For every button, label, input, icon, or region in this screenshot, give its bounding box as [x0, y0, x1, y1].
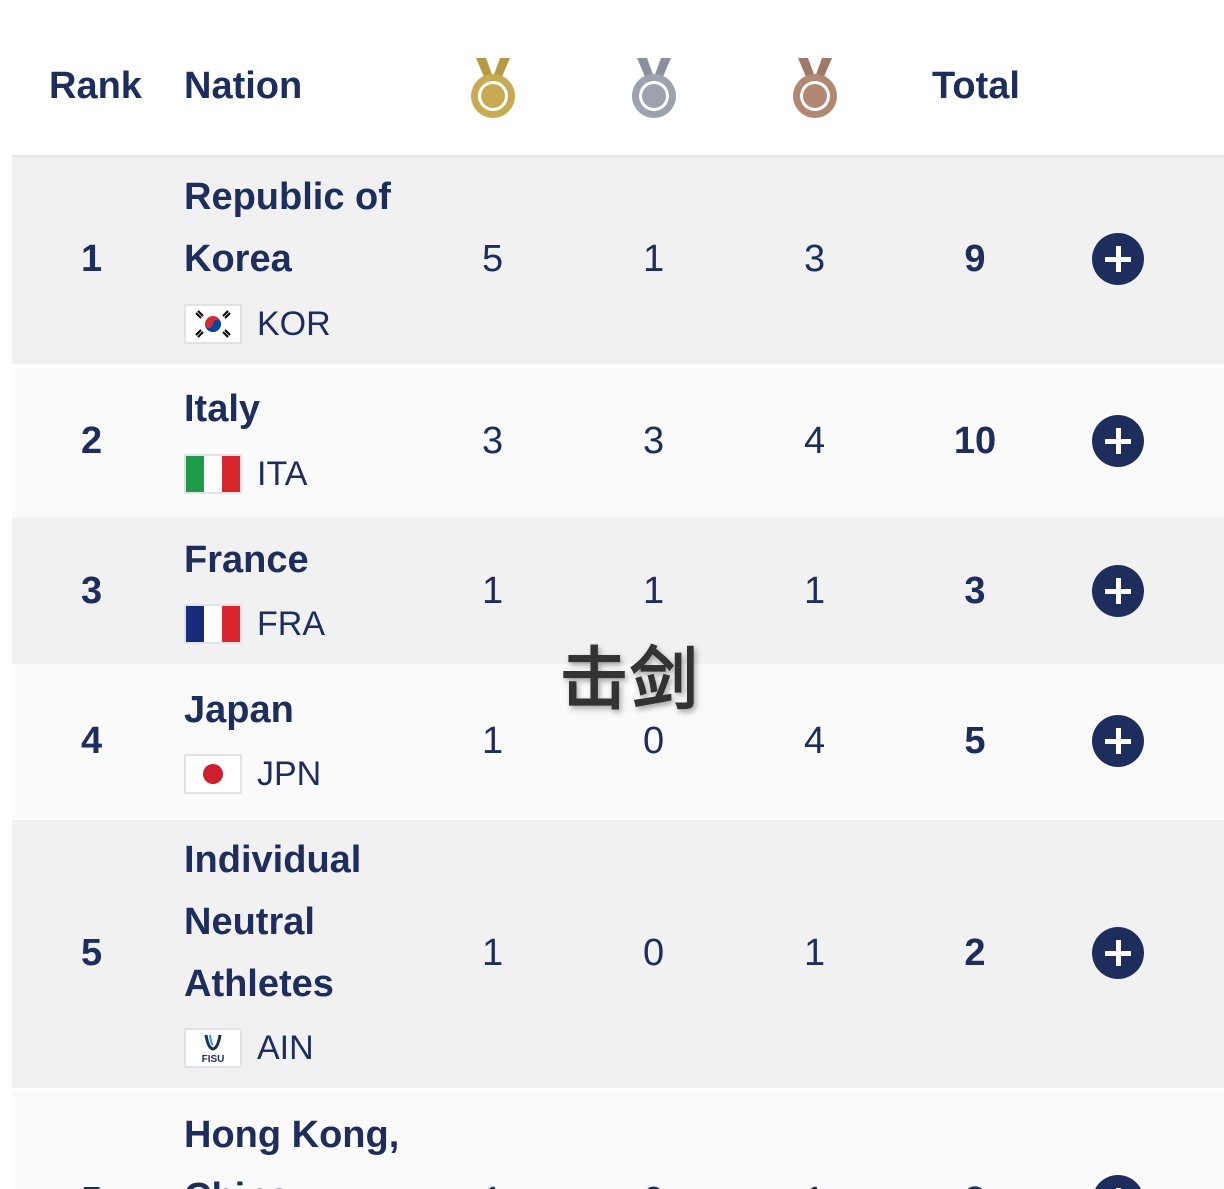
rank-value: 1	[81, 238, 103, 280]
nation-name[interactable]: Japan	[184, 689, 294, 731]
silver-medal-icon	[632, 58, 676, 118]
total-header: Total	[932, 65, 1020, 107]
gold-count: 1	[482, 570, 504, 612]
bronze-count: 1	[804, 570, 826, 612]
nation-name[interactable]: Individual	[184, 839, 362, 881]
gold-count: 1	[482, 720, 504, 762]
gold-count: 3	[482, 420, 504, 462]
nation-name[interactable]: Neutral	[184, 901, 315, 943]
watermark-text: 击剑	[560, 641, 701, 720]
plus-circle-icon[interactable]	[1092, 927, 1144, 979]
fisu-logo-icon: FISU	[184, 1028, 242, 1068]
bronze-count: 1	[804, 1179, 825, 1189]
plus-circle-icon[interactable]	[1092, 565, 1144, 617]
bronze-count: 4	[804, 720, 826, 762]
nation-code: JPN	[257, 755, 322, 793]
japan-flag-icon	[184, 754, 242, 794]
silver-count: 1	[643, 570, 665, 612]
korea-flag-icon	[184, 304, 242, 344]
table-row[interactable]: 4 Japan JPN 1 0 4 5	[12, 664, 1224, 818]
table-row[interactable]: 3 France FRA 1 1 1 3	[12, 518, 1224, 664]
nation-code: AIN	[257, 1029, 314, 1067]
rank-value: 2	[81, 420, 103, 462]
total-count: 3	[964, 570, 986, 612]
rank-header: Rank	[49, 65, 142, 107]
nation-name[interactable]: Hong Kong,	[184, 1114, 400, 1156]
bronze-medal-icon	[793, 58, 837, 118]
bronze-count: 4	[804, 420, 826, 462]
nation-code: KOR	[257, 305, 331, 343]
silver-count: 0	[643, 720, 665, 762]
medal-table-header: Rank Nation Total	[0, 0, 1224, 155]
gold-count: 1	[482, 1179, 503, 1189]
silver-count: 1	[643, 238, 665, 280]
svg-text:FISU: FISU	[202, 1054, 225, 1065]
header-divider	[12, 155, 1224, 157]
table-row[interactable]: 2 Italy ITA 3 3 4 10	[12, 368, 1224, 518]
total-count: 5	[964, 720, 986, 762]
table-row[interactable]: 1 Republic of Korea KOR 5 1 3 9	[12, 157, 1224, 364]
rank-value: 5	[81, 932, 103, 974]
nation-header: Nation	[184, 65, 303, 107]
plus-circle-icon[interactable]	[1092, 233, 1144, 285]
rank-value: 5	[81, 1179, 102, 1189]
table-row[interactable]: 5 Individual Neutral Athletes FISU AIN 1…	[12, 820, 1224, 1088]
plus-circle-icon[interactable]	[1092, 715, 1144, 767]
plus-circle-icon[interactable]	[1092, 1175, 1144, 1189]
gold-medal-icon	[471, 58, 515, 118]
gold-count: 1	[482, 932, 504, 974]
france-flag-icon	[184, 604, 242, 644]
nation-code: FRA	[257, 605, 325, 643]
nation-name[interactable]: Republic of	[184, 176, 391, 218]
bronze-count: 3	[804, 238, 826, 280]
silver-count: 3	[643, 420, 665, 462]
gold-count: 5	[482, 238, 504, 280]
table-row[interactable]: 5 Hong Kong, China 1 0 1 2	[12, 1092, 1224, 1189]
nation-name[interactable]: Korea	[184, 238, 292, 280]
silver-count: 0	[643, 1179, 664, 1189]
rank-value: 3	[81, 570, 103, 612]
silver-count: 0	[643, 932, 665, 974]
italy-flag-icon	[184, 454, 242, 494]
nation-code: ITA	[257, 455, 308, 493]
nation-name[interactable]: France	[184, 539, 309, 581]
nation-name[interactable]: China	[184, 1166, 290, 1189]
rank-value: 4	[81, 720, 103, 762]
plus-circle-icon[interactable]	[1092, 415, 1144, 467]
total-count: 10	[953, 420, 997, 462]
total-count: 2	[952, 1179, 998, 1189]
total-count: 9	[964, 238, 986, 280]
bronze-count: 1	[804, 932, 826, 974]
nation-name[interactable]: Italy	[184, 388, 261, 430]
total-count: 2	[964, 932, 986, 974]
nation-name[interactable]: Athletes	[184, 963, 334, 1005]
